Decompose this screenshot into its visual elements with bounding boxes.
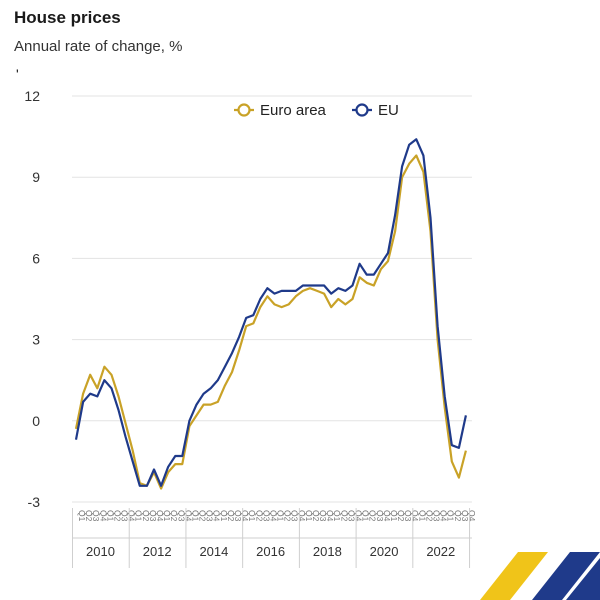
x-quarter-label: Q3 <box>432 510 442 522</box>
x-quarter-label: Q2 <box>283 510 293 522</box>
x-year-label: 2014 <box>199 544 228 559</box>
x-quarter-label: Q4 <box>212 510 222 522</box>
x-quarter-label: Q4 <box>183 510 193 522</box>
x-quarter-label: Q1 <box>219 510 229 522</box>
y-tick-label: 0 <box>32 413 40 429</box>
x-quarter-label: Q4 <box>325 510 335 522</box>
legend-label-euro-area: Euro area <box>260 102 327 119</box>
x-quarter-label: Q4 <box>467 510 477 522</box>
x-quarter-label: Q4 <box>127 510 137 522</box>
x-quarter-label: Q2 <box>368 510 378 522</box>
x-quarter-label: Q1 <box>190 510 200 522</box>
x-quarter-label: Q1 <box>162 510 172 522</box>
x-quarter-label: Q3 <box>346 510 356 522</box>
x-quarter-label: Q2 <box>453 510 463 522</box>
series-lines <box>74 138 467 490</box>
x-quarter-label: Q4 <box>382 510 392 522</box>
x-quarter-label: Q2 <box>141 510 151 522</box>
x-quarter-label: Q1 <box>134 510 144 522</box>
x-quarter-label: Q4 <box>268 510 278 522</box>
x-quarter-label: Q4 <box>240 510 250 522</box>
x-quarter-label: Q2 <box>226 510 236 522</box>
x-quarter-label: Q3 <box>205 510 215 522</box>
x-quarter-label: Q3 <box>233 510 243 522</box>
x-year-label: 2012 <box>143 544 172 559</box>
x-year-label: 2010 <box>86 544 115 559</box>
x-quarter-label: Q2 <box>112 510 122 522</box>
x-quarter-label: Q1 <box>276 510 286 522</box>
grid-lines <box>72 95 472 503</box>
x-quarter-label: Q3 <box>91 510 101 522</box>
x-quarter-label: Q1 <box>389 510 399 522</box>
x-quarter-label: Q3 <box>120 510 130 522</box>
x-quarter-label: Q1 <box>446 510 456 522</box>
x-quarter-label: Q1 <box>77 510 87 522</box>
chart-title: House prices <box>14 8 121 27</box>
x-quarter-label: Q4 <box>439 510 449 522</box>
x-quarter-label: Q4 <box>354 510 364 522</box>
x-quarter-label: Q1 <box>417 510 427 522</box>
y-tick-label: 9 <box>32 169 40 185</box>
x-quarter-label: Q3 <box>148 510 158 522</box>
x-quarter-label: Q2 <box>311 510 321 522</box>
x-quarter-label: Q2 <box>198 510 208 522</box>
x-quarter-label: Q1 <box>332 510 342 522</box>
y-axis: -3 0 3 6 9 12 <box>24 88 40 510</box>
x-quarter-label: Q2 <box>169 510 179 522</box>
y-tick-label: 6 <box>32 250 40 266</box>
x-quarter-label: Q3 <box>403 510 413 522</box>
x-quarter-label: Q3 <box>290 510 300 522</box>
y-tick-label: 12 <box>24 88 40 104</box>
x-quarter-label: Q4 <box>410 510 420 522</box>
x-quarter-label: Q1 <box>105 510 115 522</box>
x-year-label: 2016 <box>256 544 285 559</box>
x-axis: Q1Q2Q3Q4Q1Q2Q3Q4Q1Q2Q3Q4Q1Q2Q3Q4Q1Q2Q3Q4… <box>72 508 477 568</box>
x-quarter-label: Q3 <box>261 510 271 522</box>
x-quarter-label: Q1 <box>247 510 257 522</box>
x-quarter-label: Q2 <box>424 510 434 522</box>
x-quarter-label: Q3 <box>375 510 385 522</box>
x-quarter-label: Q1 <box>304 510 314 522</box>
legend-marker-eu <box>355 103 369 117</box>
chart-subtitle: Annual rate of change, % <box>14 38 183 55</box>
x-year-label: 2020 <box>370 544 399 559</box>
y-tick-label: -3 <box>28 494 41 510</box>
x-quarter-label: Q4 <box>98 510 108 522</box>
legend-marker-euro-area <box>237 103 251 117</box>
stray-mark: ' <box>16 66 19 82</box>
legend-label-eu: EU <box>378 102 399 119</box>
x-quarter-label: Q3 <box>176 510 186 522</box>
x-quarter-label: Q2 <box>339 510 349 522</box>
x-quarter-label: Q2 <box>396 510 406 522</box>
legend[interactable]: Euro area EU <box>234 102 399 119</box>
x-quarter-label: Q3 <box>460 510 470 522</box>
brand-logo-icon <box>480 552 600 600</box>
x-quarter-label: Q4 <box>297 510 307 522</box>
x-quarter-label: Q1 <box>361 510 371 522</box>
series-line-euro-area <box>74 154 467 490</box>
x-quarter-label: Q2 <box>254 510 264 522</box>
x-quarter-label: Q2 <box>84 510 94 522</box>
x-year-label: 2022 <box>426 544 455 559</box>
x-quarter-label: Q4 <box>155 510 165 522</box>
x-quarter-label: Q3 <box>318 510 328 522</box>
y-tick-label: 3 <box>32 332 40 348</box>
series-line-eu <box>74 138 467 487</box>
x-year-label: 2018 <box>313 544 342 559</box>
